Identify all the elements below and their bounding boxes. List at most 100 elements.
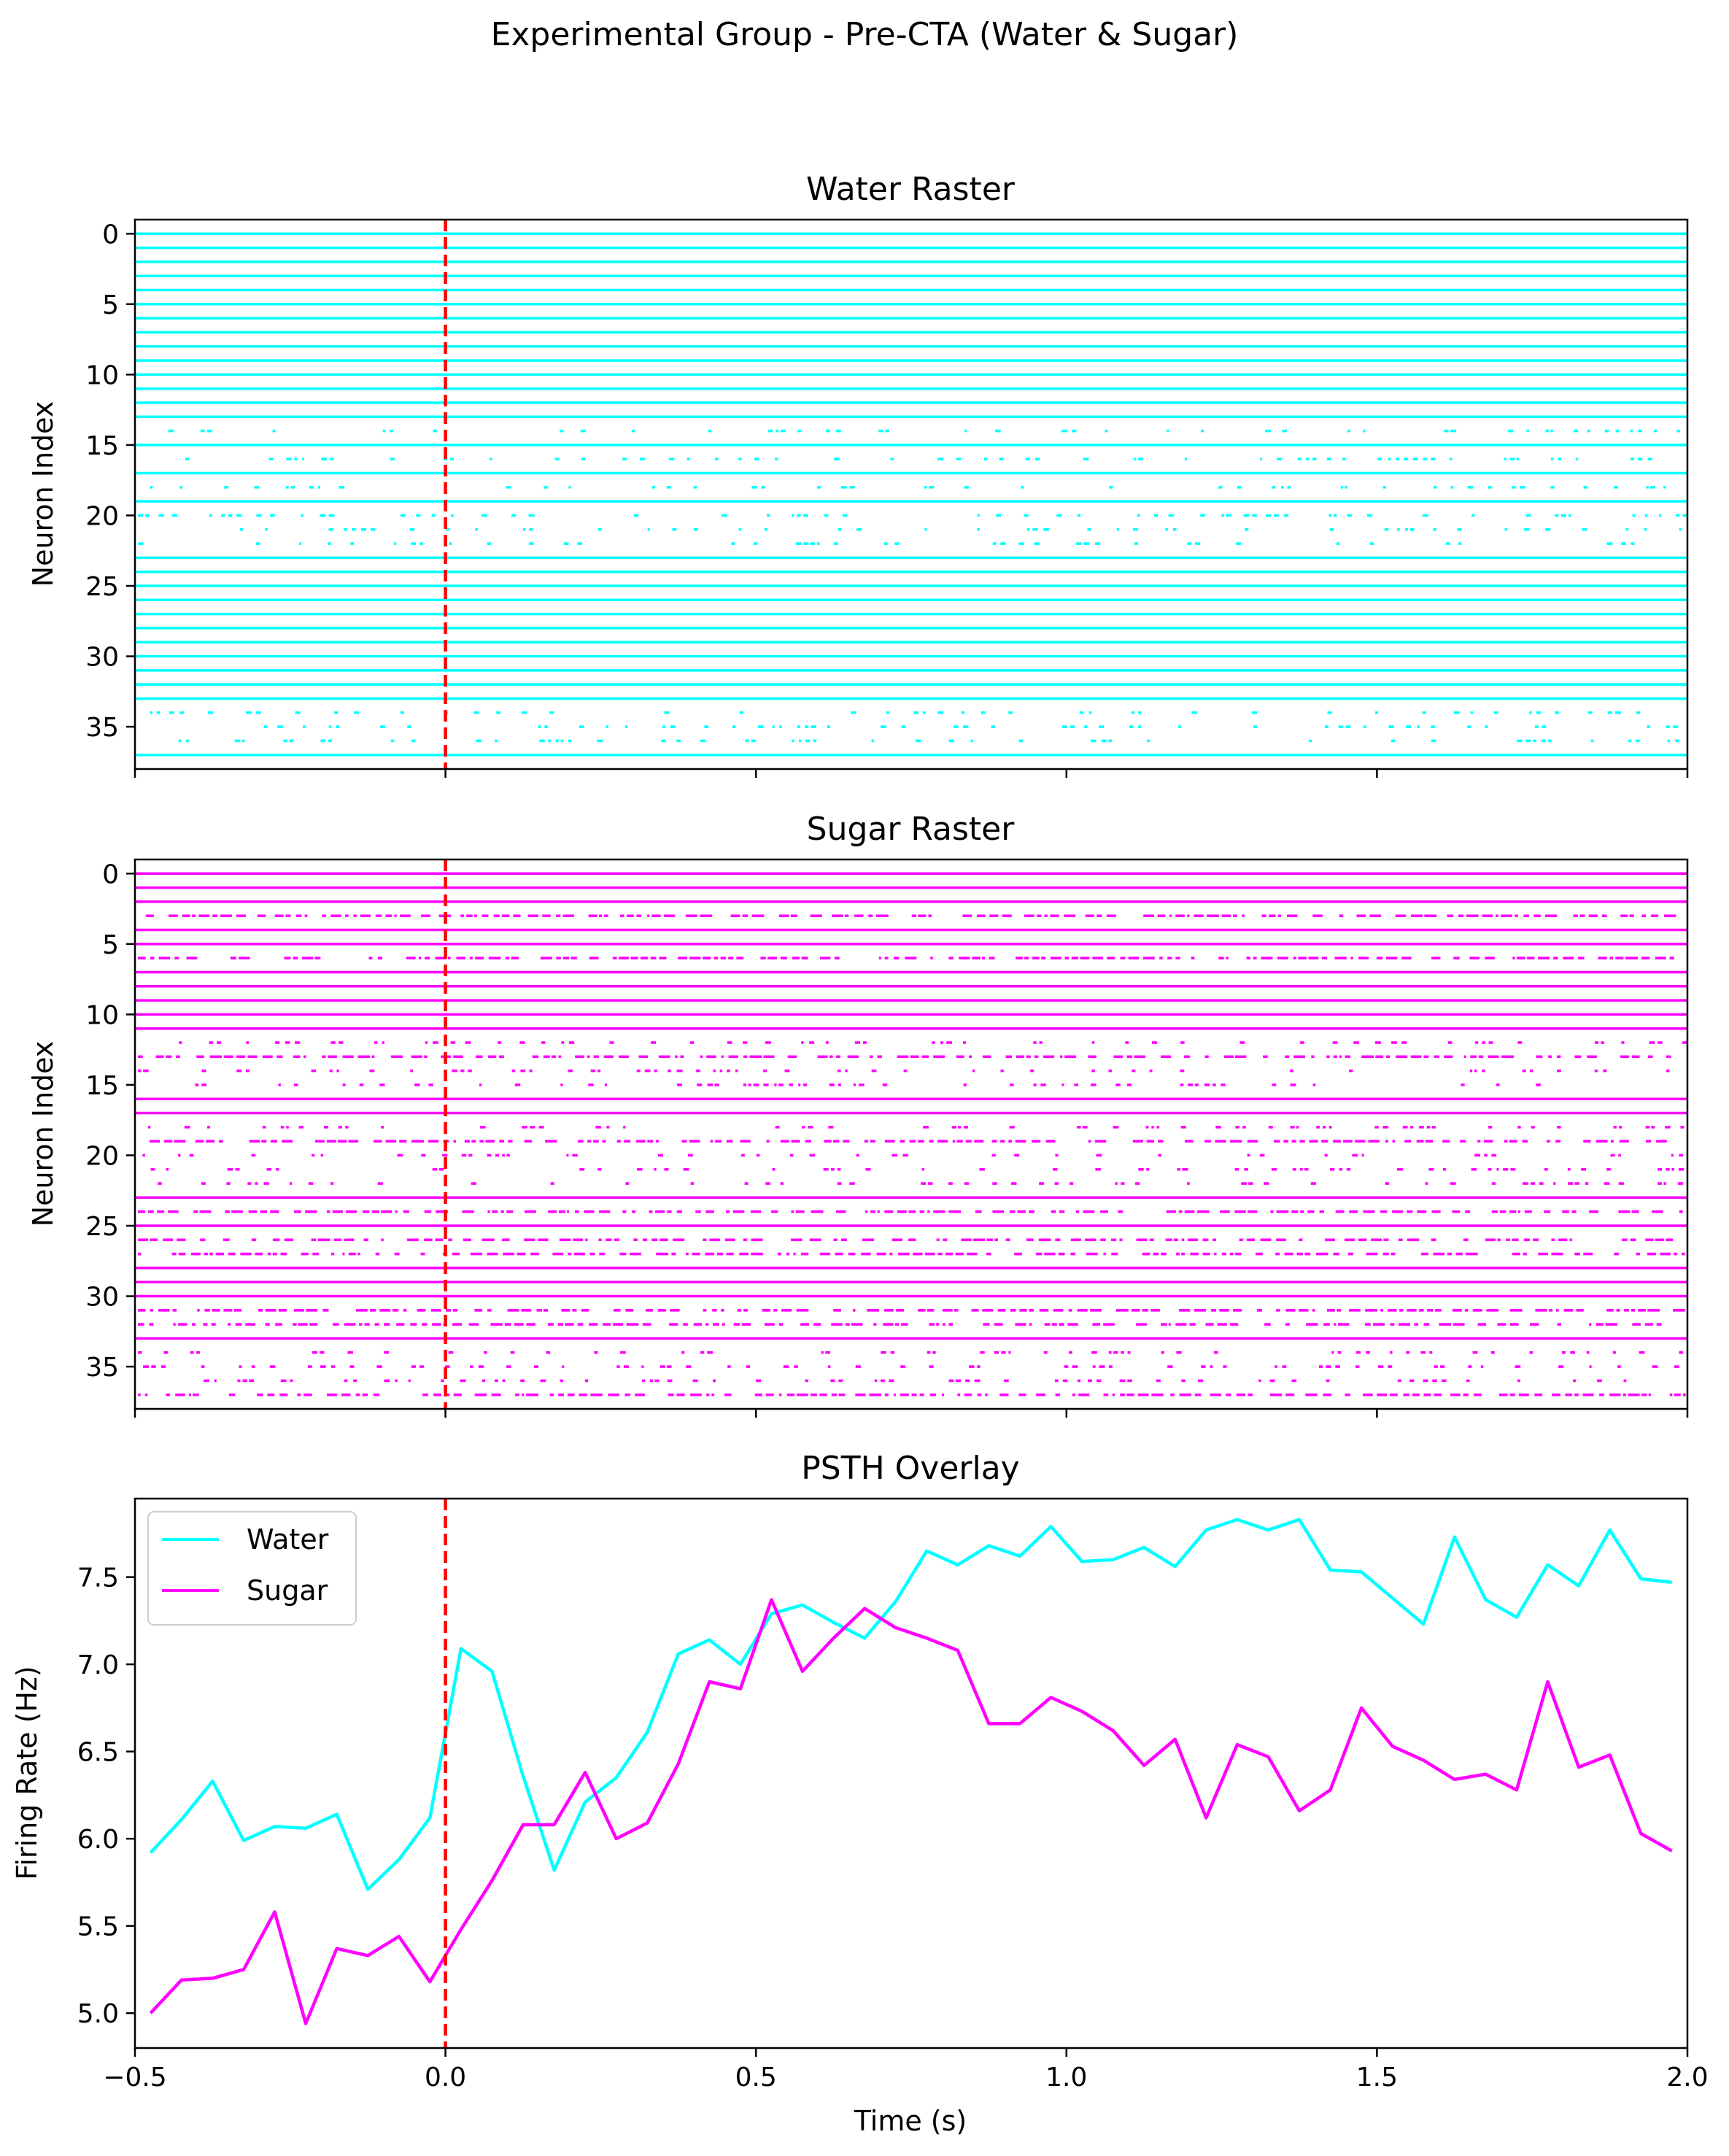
spike (390, 457, 395, 461)
spike (811, 725, 816, 728)
spike (1182, 1167, 1188, 1171)
spike (320, 514, 326, 517)
spike (775, 1126, 780, 1129)
spike (780, 1140, 789, 1143)
spike (1466, 914, 1479, 918)
spike (1340, 486, 1344, 489)
spike (1523, 914, 1530, 918)
spike (487, 1154, 492, 1157)
series-line-sugar (149, 1598, 1673, 2025)
spike (1054, 1182, 1059, 1185)
spike (555, 739, 559, 743)
spike (942, 1393, 945, 1396)
spike (884, 1210, 894, 1213)
spike (1515, 1365, 1521, 1368)
spike (797, 429, 802, 433)
spike (1287, 486, 1291, 489)
spike (668, 457, 675, 461)
spike (251, 1365, 255, 1368)
spike (452, 1069, 457, 1073)
spike (580, 429, 586, 433)
spike (1017, 1210, 1026, 1213)
spike (977, 514, 980, 517)
spike (1622, 1393, 1626, 1396)
spike (1517, 1126, 1521, 1129)
spike (241, 739, 245, 743)
spike (328, 725, 332, 728)
spike (937, 1140, 948, 1143)
spike (284, 957, 291, 959)
spike (1517, 1041, 1523, 1044)
spike (1377, 1393, 1388, 1396)
spike (696, 1069, 700, 1073)
spike (1215, 1140, 1226, 1143)
spike (1061, 1083, 1064, 1086)
spike (1079, 711, 1084, 714)
spike (168, 429, 174, 433)
spike (1129, 725, 1134, 728)
spike (838, 1083, 841, 1086)
spike (143, 1069, 149, 1073)
spike (1590, 739, 1594, 743)
spike (1352, 1154, 1358, 1157)
spike (470, 1365, 473, 1368)
spike (900, 1393, 909, 1396)
spike (1103, 1393, 1109, 1396)
psth-series-lines (149, 1518, 1673, 2025)
spike (168, 1210, 179, 1213)
spike (700, 1055, 703, 1059)
spike (138, 1393, 141, 1396)
spike (1388, 1365, 1393, 1368)
spike (1604, 429, 1609, 433)
spike (1271, 1167, 1277, 1171)
spike (598, 1238, 602, 1242)
spike (1619, 1126, 1622, 1129)
spike (245, 1323, 255, 1326)
spike (543, 1309, 549, 1312)
spike (662, 725, 666, 728)
spike (377, 957, 383, 959)
spike (347, 1351, 354, 1354)
spike (235, 1167, 240, 1171)
spike (1050, 914, 1059, 918)
spike (726, 1140, 733, 1143)
spike (488, 957, 501, 959)
spike (1431, 1238, 1436, 1242)
spike (481, 1379, 486, 1383)
spike (514, 1393, 520, 1396)
spike (1597, 1379, 1602, 1383)
spike (958, 1126, 962, 1129)
spike-row-22 (158, 1182, 1684, 1185)
spike (1474, 1154, 1480, 1157)
spike (964, 429, 967, 433)
spike (1096, 1379, 1102, 1383)
spike (1064, 957, 1069, 959)
spike (593, 1055, 600, 1059)
spike (491, 1393, 501, 1396)
spike (1115, 1182, 1118, 1185)
spike (1044, 914, 1048, 918)
spike (414, 1083, 420, 1086)
spike (410, 1069, 413, 1073)
spike (1041, 957, 1045, 959)
spike (1059, 1323, 1064, 1326)
series-line-water (149, 1518, 1672, 1891)
spike (640, 957, 648, 959)
spike (773, 1309, 778, 1312)
spike (418, 957, 422, 959)
spike (334, 711, 339, 714)
spike (890, 457, 894, 461)
spike (184, 1126, 190, 1129)
spike (1120, 1393, 1126, 1396)
spike (1355, 1140, 1366, 1143)
spike (936, 1238, 940, 1242)
spike (1276, 1309, 1280, 1312)
spike (522, 711, 527, 714)
spike (1321, 957, 1328, 959)
spike (1636, 739, 1640, 743)
spike (309, 486, 314, 489)
spike (1055, 1154, 1059, 1157)
spike (645, 1309, 654, 1312)
spike (1563, 957, 1574, 959)
spike (567, 1393, 575, 1396)
